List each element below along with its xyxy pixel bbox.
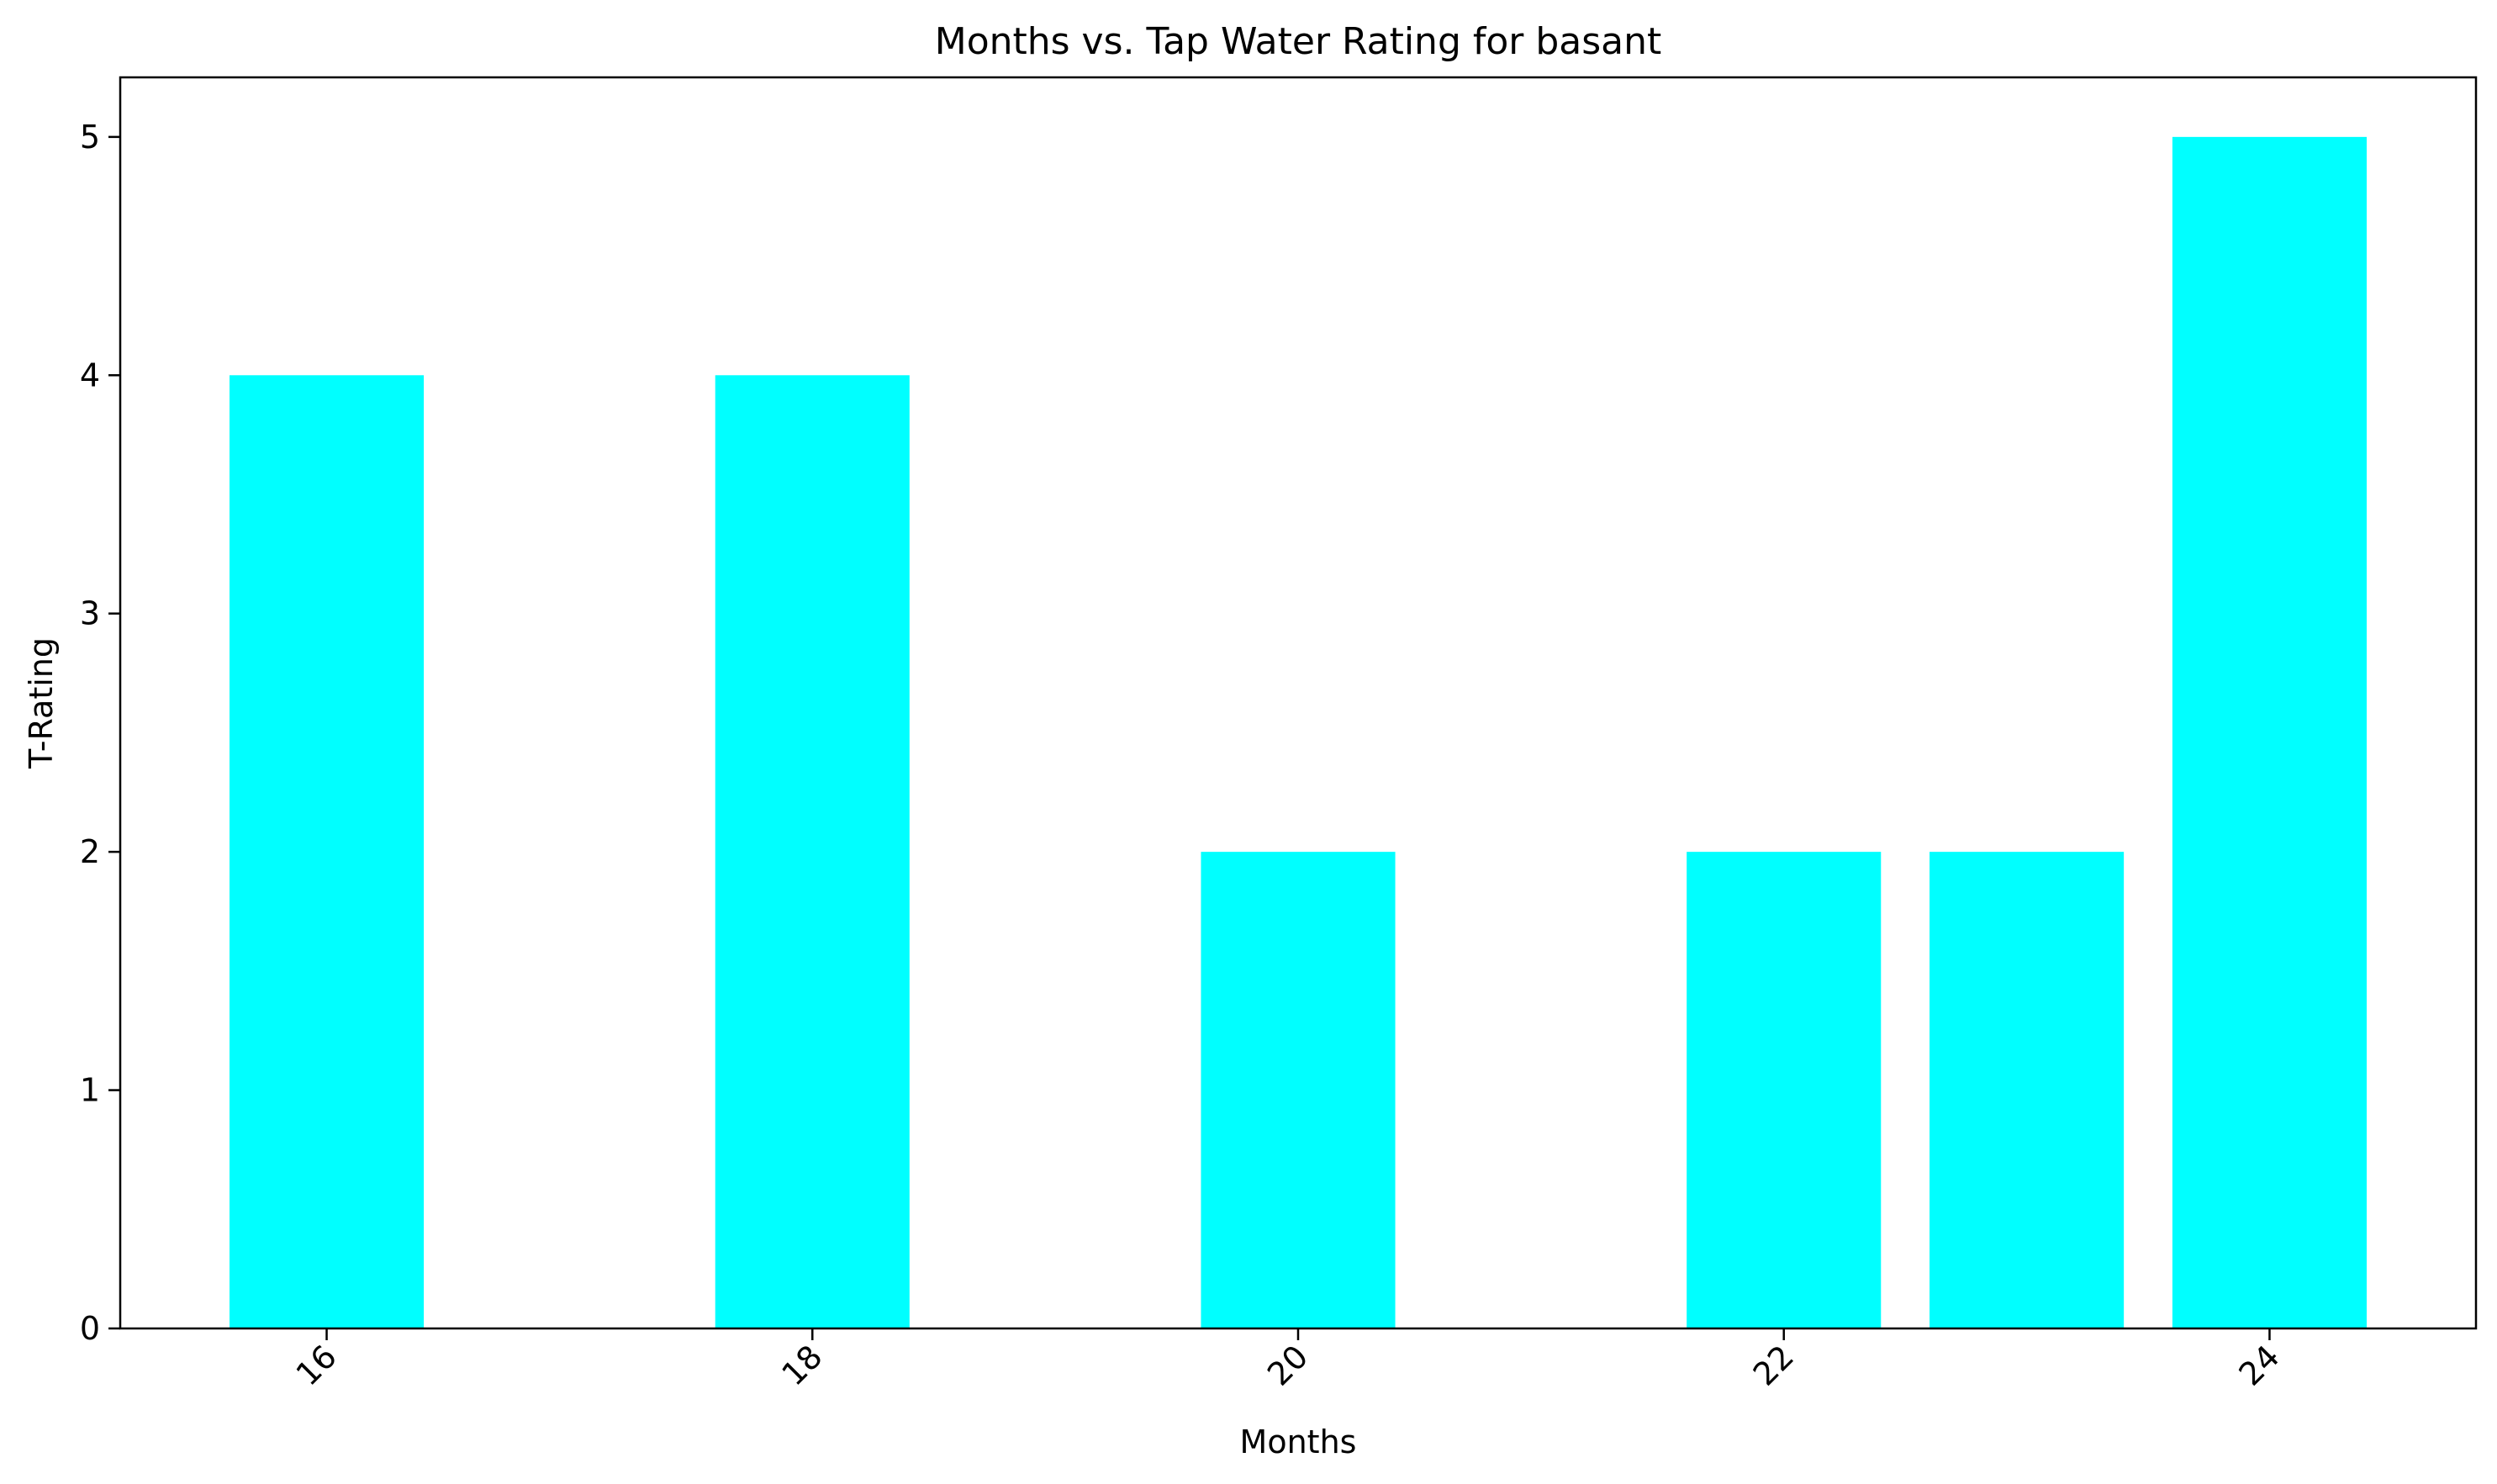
bar-18 — [715, 375, 910, 1329]
y-tick-label-1: 1 — [80, 1072, 100, 1109]
y-tick-label-2: 2 — [80, 833, 100, 870]
bar-20 — [1201, 852, 1396, 1328]
bar-23 — [1930, 852, 2125, 1328]
bar-series — [229, 136, 2368, 1329]
bar-24 — [2172, 136, 2368, 1328]
y-tick-label-0: 0 — [80, 1310, 100, 1347]
plot-frame — [119, 76, 2478, 1330]
y-tick-label-3: 3 — [80, 595, 100, 632]
y-axis-label: T-Rating — [23, 637, 60, 769]
chart-title: Months vs. Tap Water Rating for basant — [935, 20, 1662, 63]
bar-22 — [1687, 852, 1882, 1328]
y-axis-ticks: 0 1 2 3 4 5 — [80, 119, 120, 1347]
y-tick-label-5: 5 — [80, 119, 100, 156]
y-tick-label-4: 4 — [80, 356, 100, 393]
bar-16 — [229, 375, 425, 1329]
x-axis-label: Months — [1240, 1423, 1357, 1460]
